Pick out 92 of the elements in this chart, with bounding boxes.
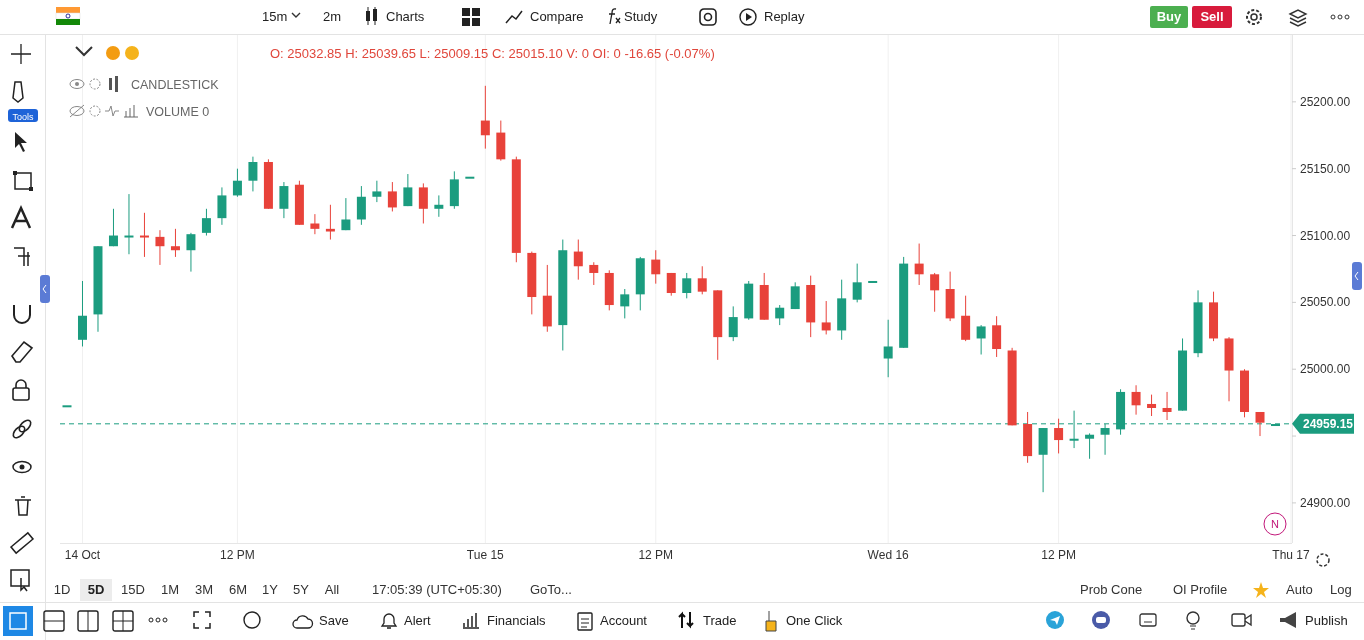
ref-line-label: 24959.15: [1302, 417, 1354, 432]
candlestick: [170, 228, 180, 258]
candlestick: [728, 305, 738, 342]
candlestick: [775, 304, 785, 326]
candlestick: [356, 185, 366, 226]
candlestick: [976, 324, 986, 356]
candlestick: [310, 213, 320, 235]
candlestick: [1085, 432, 1095, 460]
text: GoTo...: [530, 582, 572, 597]
text: Replay: [764, 9, 805, 24]
candlestick: [279, 181, 289, 219]
annotation: CANDLESTICK: [131, 78, 220, 92]
text: Buy: [1156, 9, 1183, 24]
candlestick: [1054, 418, 1064, 454]
y-tick-label: 24900.00: [1300, 495, 1351, 510]
text: Log: [1330, 582, 1352, 597]
text: Study: [624, 9, 658, 24]
candlestick: [697, 265, 707, 295]
candlestick: [620, 288, 630, 319]
candlestick: [651, 249, 661, 285]
x-tick-label: Tue 15: [466, 548, 505, 562]
candlestick: [480, 85, 490, 150]
x-tick-label: 12 PM: [638, 548, 674, 562]
text: Tools: [12, 112, 34, 122]
candlestick: [852, 263, 862, 303]
text: Charts: [386, 9, 425, 24]
text: 2m: [322, 9, 342, 24]
text: Compare: [530, 9, 584, 24]
text: 15D: [121, 582, 145, 597]
candlestick: [217, 186, 227, 226]
candlestick: [139, 212, 149, 258]
annotation: O: 25032.85 H: 25039.65 L: 25009.15 C: 25015.10 V: 0 OI: 0 -16.65 (-0.07%): [270, 46, 715, 61]
text: 15m: [262, 9, 288, 24]
text: 1Y: [262, 582, 279, 597]
text: Publish: [1305, 613, 1348, 628]
candlestick: [341, 197, 351, 231]
candlestick: [883, 319, 893, 378]
text: Save: [319, 613, 349, 628]
text: Sell: [1200, 9, 1224, 24]
candlestick: [1255, 411, 1265, 437]
candlestick: [1147, 394, 1157, 417]
y-tick-label: 25200.00: [1300, 94, 1351, 109]
text: Trade: [703, 613, 737, 628]
text: One Click: [786, 613, 843, 628]
x-tick-label: 12 PM: [220, 548, 255, 562]
x-tick-label: Wed 16: [867, 548, 910, 562]
y-tick-label: 25100.00: [1300, 228, 1351, 243]
candlestick: [232, 168, 242, 198]
candlestick: [108, 208, 118, 247]
text: OI Profile: [1173, 582, 1228, 597]
text: 1M: [160, 582, 180, 597]
candlestick: [201, 208, 211, 237]
text: Financials: [487, 613, 547, 628]
text: Account: [600, 613, 648, 628]
candlestick: [914, 243, 924, 286]
y-tick-label: 25000.00: [1300, 362, 1351, 377]
candlestick: [387, 181, 397, 212]
text: 3M: [194, 582, 214, 597]
text: All: [324, 582, 340, 597]
candlestick: [434, 194, 444, 218]
candlestick: [372, 180, 382, 203]
candlestick: [992, 315, 1002, 358]
text: 5Y: [293, 582, 310, 597]
y-tick-label: 25050.00: [1300, 295, 1351, 310]
candlestick: [403, 173, 413, 207]
text: Auto: [1286, 582, 1313, 597]
x-tick-label: 12 PM: [1041, 548, 1076, 562]
candlestick: [573, 239, 583, 281]
candlestick: [155, 229, 165, 266]
text: Alert: [404, 613, 432, 628]
candlestick: [325, 204, 335, 241]
candlestick: [1162, 391, 1172, 421]
candlestick: [248, 156, 258, 192]
x-tick-label: Thu 17: [1272, 548, 1311, 562]
x-tick-label: 14 Oct: [64, 548, 101, 562]
candlestick: [821, 300, 831, 335]
text: 5D: [87, 582, 105, 597]
candlestick: [589, 261, 599, 286]
candlestick: [790, 281, 800, 310]
text: Prob Cone: [1080, 582, 1143, 597]
text: 1D: [53, 582, 71, 597]
candlestick: [930, 272, 940, 313]
text: 6M: [228, 582, 248, 597]
candlestick: [418, 182, 428, 224]
annotation: N: [1271, 518, 1280, 530]
annotation: VOLUME 0: [146, 105, 210, 119]
candlestick: [1131, 384, 1141, 416]
candlestick: [186, 232, 196, 273]
y-tick-label: 25150.00: [1300, 161, 1351, 176]
candlestick: [124, 193, 134, 255]
candlestick: [682, 272, 692, 299]
text: 17:05:39 (UTC+05:30): [372, 582, 502, 597]
